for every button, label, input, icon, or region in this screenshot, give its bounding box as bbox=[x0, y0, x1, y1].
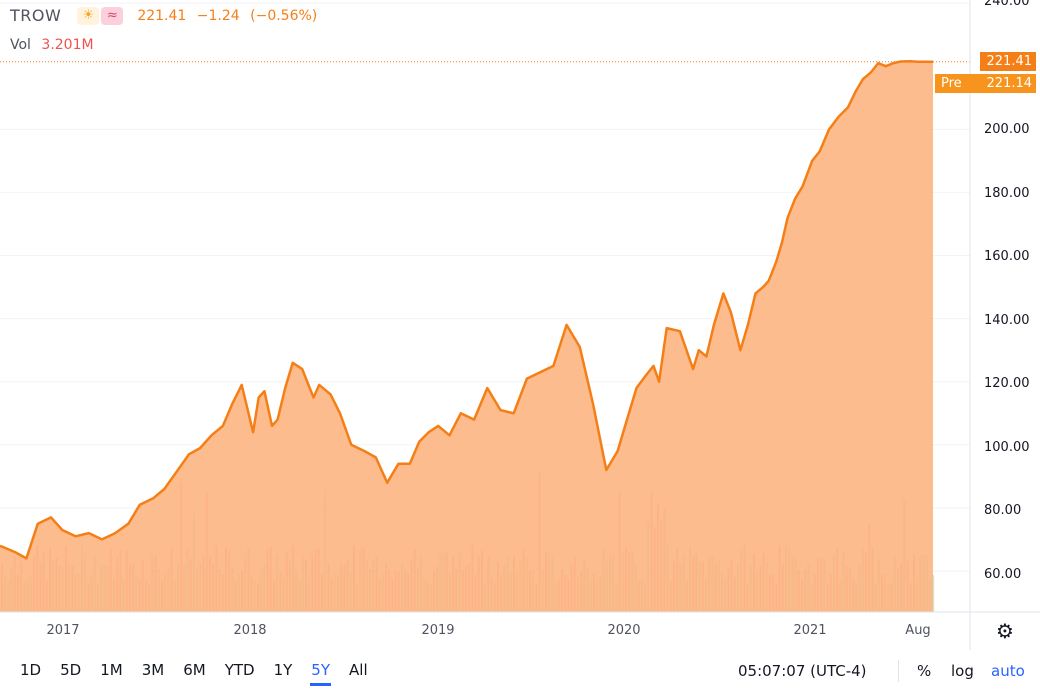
clock-timezone[interactable]: 05:07:07 (UTC-4) bbox=[738, 662, 867, 680]
y-tick-label: 60.00 bbox=[984, 567, 1022, 582]
volume-bar bbox=[932, 575, 935, 612]
y-tick-label: 200.00 bbox=[984, 122, 1030, 137]
y-tick-label: 160.00 bbox=[984, 249, 1030, 264]
range-6m[interactable]: 6M bbox=[183, 661, 206, 679]
pre-market-tag: Pre 221.14 bbox=[935, 74, 1036, 93]
range-1m[interactable]: 1M bbox=[100, 661, 123, 679]
percent-toggle[interactable]: % bbox=[917, 662, 932, 680]
bottom-toolbar: 1D 5D 1M 3M 6M YTD 1Y 5Y All 05:07:07 (U… bbox=[0, 650, 1040, 690]
range-selector: 1D 5D 1M 3M 6M YTD 1Y 5Y All bbox=[20, 661, 387, 686]
y-tick-label: 140.00 bbox=[984, 313, 1030, 328]
sun-icon[interactable]: ☀ bbox=[77, 6, 100, 25]
range-1y[interactable]: 1Y bbox=[273, 661, 293, 679]
pre-market-value: 221.14 bbox=[986, 76, 1033, 91]
range-1d[interactable]: 1D bbox=[20, 661, 42, 679]
range-5y[interactable]: 5Y bbox=[310, 661, 331, 686]
last-price: 221.41 bbox=[137, 7, 187, 24]
y-tick-label: 80.00 bbox=[984, 503, 1022, 518]
gear-icon[interactable]: ⚙ bbox=[996, 619, 1014, 643]
volume-value: 3.201M bbox=[41, 37, 94, 53]
price-chart[interactable] bbox=[0, 0, 1040, 650]
range-ytd[interactable]: YTD bbox=[224, 661, 255, 679]
range-3m[interactable]: 3M bbox=[141, 661, 165, 679]
range-5d[interactable]: 5D bbox=[60, 661, 82, 679]
y-tick-label: 120.00 bbox=[984, 376, 1030, 391]
y-tick-label: 180.00 bbox=[984, 186, 1030, 201]
toolbar-divider bbox=[898, 660, 899, 682]
y-tick-label: 240.00 bbox=[984, 0, 1030, 9]
x-tick-label: Aug bbox=[905, 623, 931, 638]
last-price-tag: 221.41 bbox=[980, 52, 1036, 71]
price-change-percent: (−0.56%) bbox=[250, 7, 318, 24]
wave-icon[interactable]: ≈ bbox=[101, 6, 124, 25]
y-tick-label: 100.00 bbox=[984, 440, 1030, 455]
quote-values: 221.41 −1.24 (−0.56%) bbox=[137, 8, 323, 24]
price-area bbox=[0, 61, 933, 612]
volume-legend: Vol 3.201M bbox=[10, 37, 94, 53]
x-tick-label: 2020 bbox=[607, 623, 641, 638]
x-tick-label: 2021 bbox=[793, 623, 827, 638]
symbol-legend: TROW ☀ ≈ 221.41 −1.24 (−0.56%) bbox=[10, 6, 323, 25]
auto-scale-toggle[interactable]: auto bbox=[991, 662, 1025, 680]
log-toggle[interactable]: log bbox=[951, 662, 974, 680]
symbol-name[interactable]: TROW bbox=[10, 6, 62, 25]
price-change: −1.24 bbox=[196, 7, 240, 24]
pre-market-label: Pre bbox=[941, 76, 962, 91]
x-tick-label: 2018 bbox=[233, 623, 267, 638]
volume-label: Vol bbox=[10, 37, 31, 53]
x-tick-label: 2017 bbox=[46, 623, 80, 638]
x-tick-label: 2019 bbox=[421, 623, 455, 638]
range-all[interactable]: All bbox=[349, 661, 368, 679]
price-line bbox=[0, 59, 933, 560]
